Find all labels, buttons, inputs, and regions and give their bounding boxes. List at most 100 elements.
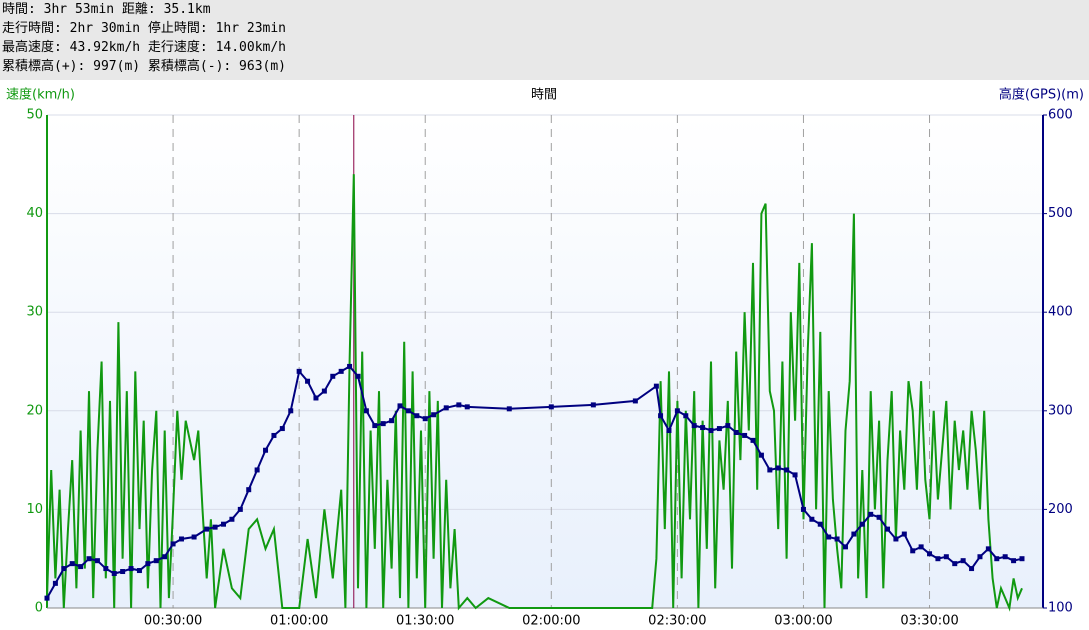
point	[128, 566, 134, 572]
point	[145, 561, 151, 567]
x-tick-label: 03:30:00	[900, 614, 958, 629]
y2-axis-title: 高度(GPS)(m)	[999, 87, 1084, 103]
point	[548, 404, 554, 410]
y2-tick-label: 200	[1048, 502, 1073, 517]
x-tick-label: 00:30:00	[144, 614, 202, 629]
point	[901, 531, 907, 537]
point	[918, 544, 924, 550]
series-line	[46, 174, 1023, 612]
point	[372, 423, 378, 429]
point	[296, 368, 302, 374]
y2-tick-label: 400	[1048, 305, 1073, 320]
point	[136, 568, 142, 574]
point	[725, 423, 731, 429]
point	[1011, 558, 1017, 564]
summary-line: 走行時間: 2hr 30min 停止時間: 1hr 23min	[2, 21, 287, 36]
point	[347, 363, 353, 369]
point	[683, 413, 689, 419]
point	[94, 558, 100, 564]
summary-line: 時間: 3hr 53min 距離: 35.1km	[2, 2, 211, 17]
point	[69, 561, 75, 567]
point	[1002, 554, 1008, 560]
summary-line: 最高速度: 43.92km/h 走行速度: 14.00km/h	[2, 40, 287, 55]
y-tick-label: 50	[26, 108, 43, 123]
point	[910, 548, 916, 554]
point	[775, 465, 781, 471]
point	[691, 423, 697, 429]
point	[851, 531, 857, 537]
point	[885, 526, 891, 532]
point	[456, 402, 462, 408]
point	[363, 408, 369, 414]
point	[842, 544, 848, 550]
point	[229, 516, 235, 522]
point	[590, 402, 596, 408]
point	[443, 405, 449, 411]
point	[191, 534, 197, 540]
point	[78, 564, 84, 570]
point	[985, 546, 991, 552]
point	[263, 447, 269, 453]
point	[716, 426, 722, 432]
point	[1019, 556, 1025, 562]
point	[288, 408, 294, 414]
y2-tick-label: 300	[1048, 403, 1073, 418]
point	[742, 432, 748, 438]
point	[632, 398, 638, 404]
point	[927, 551, 933, 557]
x-tick-label: 02:30:00	[648, 614, 706, 629]
chart: 速度(km/h) 時間 高度(GPS)(m) 0 10 20 30 40 50 100 200…	[6, 87, 1084, 629]
point	[237, 506, 243, 512]
point	[120, 569, 126, 575]
point	[834, 536, 840, 542]
point	[338, 368, 344, 374]
point	[758, 452, 764, 458]
point	[464, 404, 470, 410]
x-tick-label: 03:00:00	[774, 614, 832, 629]
point	[178, 536, 184, 542]
point	[876, 514, 882, 520]
point	[792, 472, 798, 478]
point	[86, 556, 92, 562]
point	[733, 429, 739, 435]
y2-tick-label: 600	[1048, 108, 1073, 123]
y-tick-label: 30	[26, 305, 43, 320]
point	[61, 566, 67, 572]
point	[431, 412, 437, 418]
point	[221, 521, 227, 527]
point	[162, 554, 168, 560]
x-tick-label: 01:30:00	[396, 614, 454, 629]
summary: 時間: 3hr 53min 距離: 35.1km 走行時間: 2hr 30min…	[0, 0, 1089, 80]
plot-area	[47, 115, 1043, 608]
point	[960, 558, 966, 564]
point	[658, 413, 664, 419]
y-tick-label: 20	[26, 403, 43, 418]
point	[859, 521, 865, 527]
point	[674, 408, 680, 414]
point	[397, 403, 403, 409]
point	[246, 487, 252, 493]
point	[111, 570, 117, 576]
point	[767, 467, 773, 473]
y-tick-label: 10	[26, 502, 43, 517]
x-axis-title: 時間	[531, 88, 557, 103]
point	[708, 428, 714, 434]
point	[943, 554, 949, 560]
point	[330, 373, 336, 379]
y-tick-label: 0	[35, 601, 43, 616]
point	[103, 566, 109, 572]
y-tick-label: 40	[26, 206, 43, 221]
point	[380, 421, 386, 427]
point	[784, 467, 790, 473]
point	[52, 580, 58, 586]
point	[44, 595, 50, 601]
point	[666, 428, 672, 434]
point	[700, 425, 706, 431]
point	[305, 378, 311, 384]
y2-tick-label: 100	[1048, 601, 1073, 616]
point	[204, 526, 210, 532]
point	[212, 524, 218, 530]
point	[994, 556, 1000, 562]
point	[313, 395, 319, 401]
